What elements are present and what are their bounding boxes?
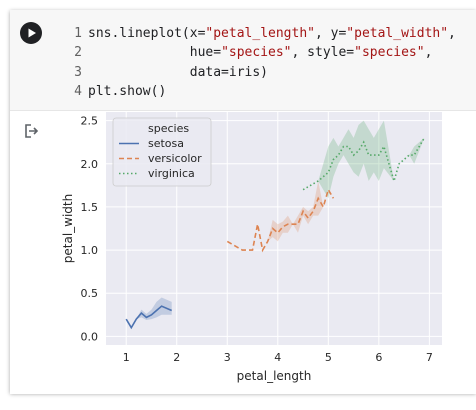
code-line: plt.show() [88, 82, 456, 101]
series-line-setosa [125, 305, 173, 330]
code-string-token: "petal_length" [205, 26, 315, 41]
code-token: hue= [88, 45, 222, 61]
confidence-band-virginica [303, 120, 425, 199]
play-icon [28, 28, 36, 38]
series-line-versicolor [226, 187, 335, 253]
line-chart: 1 2 3 4 5 6 7 0.0 0.5 1.0 1.5 2.0 2.5 petal_length pet… [61, 112, 442, 383]
code-token: data=iris) [88, 64, 269, 80]
y-tick-label: 1.0 [81, 244, 99, 257]
code-string-token: "species" [354, 45, 425, 61]
legend-box [112, 117, 212, 187]
x-tick-label: 7 [426, 351, 433, 364]
x-tick-label: 6 [375, 351, 382, 364]
y-tick-label: 0.0 [81, 330, 99, 343]
code-token: , [448, 26, 456, 41]
code-string-token: "petal_width" [346, 26, 449, 41]
code-editor[interactable]: sns.lineplot(x="petal_length", y="petal_… [88, 24, 456, 101]
x-tick-label: 2 [173, 351, 180, 364]
x-tick-label: 1 [123, 351, 130, 364]
code-token: , [424, 45, 433, 61]
x-axis-label: petal_length [237, 369, 312, 383]
code-line: data=iris) [88, 63, 456, 82]
line-number: 3 [74, 64, 82, 80]
series-line-virginica [302, 137, 425, 191]
x-tick-label: 4 [274, 351, 281, 364]
code-token: , y= [314, 26, 347, 41]
line-number: 1 [74, 26, 82, 41]
code-token: plt.show() [88, 83, 167, 99]
line-number: 4 [74, 83, 82, 99]
confidence-band-setosa [126, 297, 172, 328]
x-tick-label: 3 [224, 351, 231, 364]
line-number: 2 [74, 45, 82, 61]
y-tick-label: 2.0 [81, 158, 99, 171]
code-line: hue="species", style="species", [88, 43, 456, 62]
legend-label-versicolor: versicolor [148, 152, 202, 165]
confidence-band-versicolor [227, 181, 334, 251]
legend-title: species [148, 122, 189, 135]
line-number-gutter: 1 2 3 4 [60, 24, 82, 101]
y-tick-label: 2.5 [81, 115, 99, 128]
code-token: , style= [291, 45, 355, 61]
run-cell-button[interactable] [20, 22, 42, 44]
code-line: sns.lineplot(x="petal_length", y="petal_… [88, 24, 456, 43]
x-tick-label: 5 [325, 351, 332, 364]
code-input-area[interactable]: 1 2 3 4 sns.lineplot(x="petal_length", y="p… [10, 10, 476, 110]
y-tick-label: 1.5 [81, 201, 99, 214]
output-redirect-icon[interactable] [24, 123, 40, 139]
legend-label-virginica: virginica [148, 167, 195, 180]
code-token: sns.lineplot(x= [88, 26, 206, 41]
legend-label-setosa: setosa [148, 137, 184, 150]
code-string-token: "species" [221, 45, 292, 61]
y-tick-label: 0.5 [81, 287, 99, 300]
y-axis-label: petal_width [61, 194, 75, 263]
